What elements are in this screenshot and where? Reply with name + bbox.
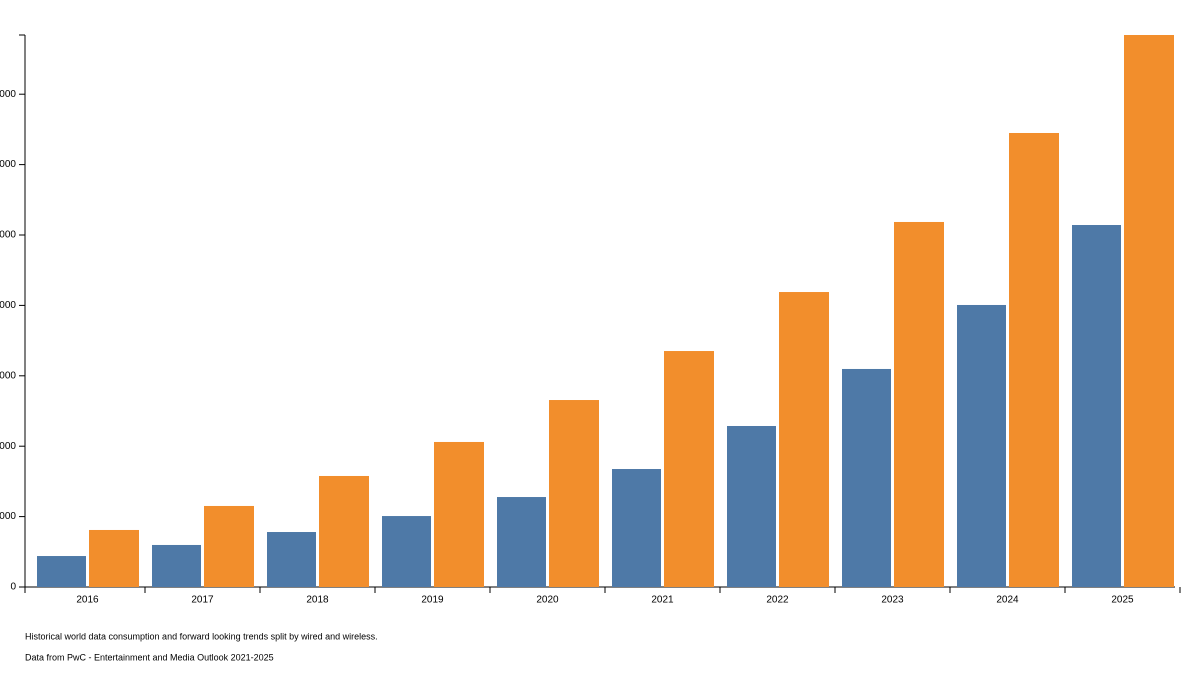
x-tick-label: 2023	[881, 595, 904, 606]
bar	[842, 368, 891, 587]
bar	[1072, 225, 1121, 588]
y-tick-label: 0	[10, 582, 16, 593]
bar	[612, 469, 661, 587]
bar	[434, 441, 484, 587]
bar	[779, 292, 829, 587]
bar	[204, 505, 254, 587]
x-tick-label: 2021	[651, 595, 674, 606]
y-tick-label: 6000	[0, 159, 16, 170]
x-tick-label: 2017	[191, 595, 214, 606]
x-tick-label: 2024	[996, 595, 1019, 606]
bar	[382, 516, 431, 587]
x-tick-label: 2020	[536, 595, 559, 606]
y-tick-label: 3000	[0, 370, 16, 381]
caption: Data from PwC - Entertainment and Media …	[25, 652, 274, 662]
y-tick-label: 7000	[0, 89, 16, 100]
bar	[267, 532, 316, 587]
bar	[37, 556, 86, 587]
bar	[497, 497, 546, 587]
bar	[89, 529, 139, 587]
bar	[894, 221, 944, 587]
bar	[549, 400, 599, 587]
bar	[1124, 35, 1174, 587]
y-tick-label: 2000	[0, 441, 16, 452]
x-tick-label: 2022	[766, 595, 789, 606]
bar	[1009, 132, 1059, 587]
x-tick-label: 2016	[76, 595, 99, 606]
y-tick-label: 4000	[0, 300, 16, 311]
bar	[152, 544, 201, 587]
bar	[727, 425, 776, 587]
x-tick-label: 2018	[306, 595, 329, 606]
bar	[319, 475, 369, 587]
bar	[664, 351, 714, 587]
y-tick-label: 1000	[0, 511, 16, 522]
bar	[957, 304, 1006, 587]
caption: Historical world data consumption and fo…	[25, 631, 378, 641]
x-tick-label: 2019	[421, 595, 444, 606]
x-tick-label: 2025	[1111, 595, 1134, 606]
